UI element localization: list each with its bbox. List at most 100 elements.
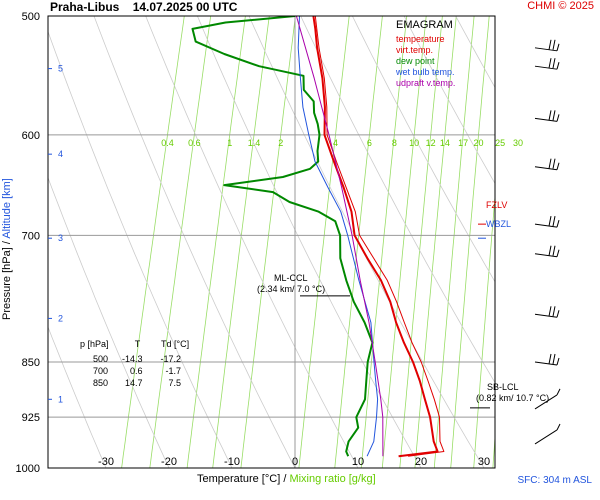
x-axis-label-mix: Mixing ratio [g/kg] (289, 473, 376, 485)
mixing-ratio-tick: 0.6 (188, 138, 201, 148)
dry-adiabat (145, 16, 359, 468)
wind-barb-flag (556, 114, 560, 122)
ml-ccl-label: ML-CCL (274, 273, 308, 283)
wind-barb (534, 423, 561, 445)
altitude-tick-labels: 1 2 3 4 5 (48, 64, 63, 404)
x-tick-label: -30 (98, 456, 114, 468)
table-cell: 0.6 (130, 366, 143, 376)
y-tick-label: 1000 (16, 463, 40, 475)
values-table: p [hPa] T Td [°C] 500 -14.3 -17.2 700 0.… (80, 338, 195, 389)
sb-lcl-info: (0.82 km/ 10.7 °C) (476, 393, 550, 403)
wind-barb-flag (552, 216, 556, 227)
wind-barb-flag (556, 62, 560, 70)
wind-barb-flag (556, 423, 561, 431)
mixing-ratio-tick: 1.4 (248, 138, 261, 148)
mixing-ratio-line (298, 16, 350, 468)
mixing-ratio-line (360, 16, 408, 468)
table-row: 850 14.7 7.5 (80, 377, 195, 389)
mixing-ratio-tick: 20 (474, 138, 484, 148)
wind-barb-flag (552, 245, 556, 256)
wind-barb (534, 110, 560, 122)
dry-adiabat (197, 16, 422, 468)
mixing-ratio-labels: 0.4 0.6 1 1.4 2 4 6 8 10 12 14 17 20 25 30 (161, 138, 523, 148)
wind-barb (534, 39, 560, 52)
y-tick-label: 925 (22, 412, 40, 424)
wind-barb-flag (556, 357, 560, 366)
mixing-ratio-tick: 17 (458, 138, 468, 148)
mixing-ratio-line (149, 16, 212, 468)
table-cell: -17.2 (160, 354, 182, 364)
mixing-ratio-tick: 25 (495, 138, 505, 148)
altitude-tick-label: 4 (58, 149, 63, 159)
mixing-ratio-line (212, 16, 270, 468)
dry-adiabat (403, 16, 495, 185)
mixing-ratio-line (450, 16, 490, 468)
dry-adiabat (48, 176, 170, 468)
sfc-height: SFC: 304 m ASL (517, 475, 592, 486)
wind-barb-flag (556, 219, 560, 228)
series-dew-point (191, 16, 374, 457)
dry-adiabat (93, 16, 296, 468)
table-header-td: Td [°C] (160, 339, 190, 349)
mixing-ratio-line (414, 16, 457, 468)
mixing-ratio-line (399, 16, 443, 468)
y-tick-labels: 500 600 700 850 925 1000 (16, 11, 40, 475)
wind-barb (534, 353, 560, 366)
wind-barb-staff (534, 47, 558, 52)
sounding-datetime: 14.07.2025 00 UTC (132, 0, 238, 14)
mixing-ratio-line (334, 16, 383, 468)
table-cell: -1.7 (165, 366, 182, 376)
table-cell: 7.5 (168, 378, 182, 388)
wind-barb-flag (552, 39, 556, 50)
x-tick-label: -10 (224, 456, 240, 468)
wind-barb-flag (552, 306, 556, 317)
mixing-ratio-tick: 4 (333, 138, 338, 148)
y-tick-label: 700 (22, 230, 40, 242)
dry-adiabat (48, 30, 233, 468)
wind-barbs (534, 39, 561, 445)
series-virt-temp (314, 16, 445, 457)
wind-barb-staff (534, 117, 558, 122)
profile-series (191, 16, 445, 458)
altitude-tick-label: 5 (58, 64, 63, 74)
mixing-ratio-tick: 14 (440, 138, 450, 148)
table-cell: 14.7 (124, 378, 143, 388)
table-cell: 500 (92, 354, 108, 364)
table-row: 500 -14.3 -17.2 (80, 353, 195, 365)
wind-barb (534, 158, 560, 171)
wind-barb (534, 245, 560, 258)
wind-barb-flag (548, 306, 552, 317)
wind-barb-staff (534, 65, 558, 70)
mixing-ratio-tick: 1 (227, 138, 232, 148)
mixing-ratio-line (433, 16, 475, 468)
mixing-ratio-tick: 12 (426, 138, 436, 148)
mixing-ratio-tick: 2 (278, 138, 283, 148)
mixing-ratio-line (186, 16, 246, 468)
wind-barb-flag (548, 39, 552, 50)
y-tick-label: 500 (22, 11, 40, 23)
wind-barb-flag (556, 310, 560, 318)
y-axis-label-pres: Pressure [hPa] (1, 247, 13, 320)
station-name: Praha-Libus (50, 0, 120, 14)
legend-item-temperature: temperature (396, 34, 445, 44)
mixing-ratio-line (473, 192, 495, 468)
wind-barb-flag (548, 158, 552, 169)
mixing-ratio-tick: 10 (409, 138, 419, 148)
wind-barb-flag (552, 353, 556, 365)
mixing-ratio-lines (121, 16, 495, 468)
altitude-tick-label: 1 (58, 394, 63, 404)
x-tick-label: -20 (161, 456, 177, 468)
dry-adiabat (48, 325, 107, 468)
legend-title: EMAGRAM (396, 19, 453, 31)
wind-barb-staff (534, 223, 558, 228)
legend: EMAGRAM temperature virt.temp. dew point… (396, 19, 455, 89)
x-axis-label-sep: / (283, 473, 287, 485)
table-header-row: p [hPa] T Td [°C] (80, 338, 195, 350)
wind-barb-staff (534, 429, 558, 445)
wind-barb-flag (548, 353, 552, 365)
plot-frame (47, 15, 496, 469)
table-header-p: p [hPa] (80, 339, 109, 349)
legend-item-wet-bulb: wet bulb temp. (396, 67, 455, 77)
wind-barb-staff (534, 313, 558, 318)
y-axis-label-sep: / (1, 241, 13, 245)
